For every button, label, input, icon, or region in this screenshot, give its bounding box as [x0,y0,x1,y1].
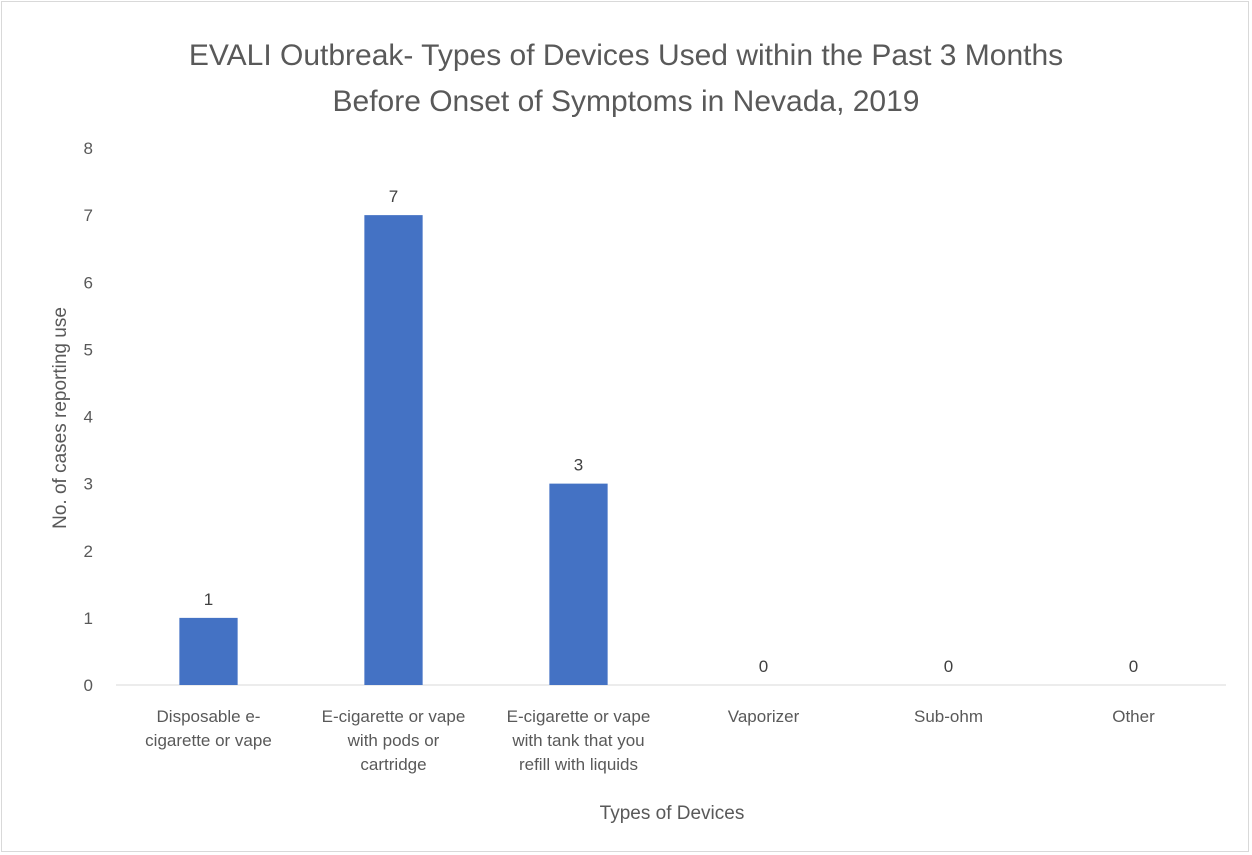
x-category-line: with pods or [347,731,440,750]
bar [179,617,238,685]
chart-title-line-2: Before Onset of Symptoms in Nevada, 2019 [333,85,920,118]
y-tick-label: 0 [84,676,93,695]
x-category-line: Disposable e- [157,707,261,726]
bar [549,483,608,685]
x-category-label: Vaporizer [728,707,800,726]
bar [364,215,423,685]
bars [179,215,608,685]
x-category-line: Sub-ohm [914,707,983,726]
x-category-label: Sub-ohm [914,707,983,726]
y-tick-label: 8 [84,139,93,158]
y-tick-label: 4 [84,408,93,427]
x-category-line: refill with liquids [519,755,638,774]
x-category-label: Other [1112,707,1155,726]
x-category-label: Disposable e-cigarette or vape [145,707,272,750]
data-labels: 1 7 3 0 0 0 [204,187,1138,676]
y-tick-label: 1 [84,609,93,628]
data-label: 0 [759,657,768,676]
y-tick-label: 5 [84,340,93,359]
x-category-line: E-cigarette or vape [507,707,651,726]
x-axis-categories: Disposable e-cigarette or vape E-cigarett… [145,707,1155,774]
y-tick-label: 7 [84,206,93,225]
y-axis-ticks: 0 1 2 3 4 5 6 7 8 [84,139,93,695]
y-tick-label: 6 [84,273,93,292]
x-category-label: E-cigarette or vape with tank that you ref… [507,707,651,774]
x-category-line: Vaporizer [728,707,800,726]
data-label: 3 [574,456,583,475]
x-category-line: with tank that you [511,731,644,750]
x-category-line: cartridge [360,755,426,774]
y-tick-label: 2 [84,542,93,561]
chart-title-line-1: EVALI Outbreak- Types of Devices Used wi… [189,39,1063,72]
data-label: 7 [389,187,398,206]
x-category-line: E-cigarette or vape [322,707,466,726]
y-axis-title: No. of cases reporting use [50,307,71,529]
data-label: 0 [944,657,953,676]
x-axis-title: Types of Devices [600,803,745,824]
data-label: 1 [204,590,213,609]
x-category-line: Other [1112,707,1155,726]
x-category-line: cigarette or vape [145,731,272,750]
data-label: 0 [1129,657,1138,676]
y-tick-label: 3 [84,475,93,494]
x-category-label: E-cigarette or vape with pods or cartridge [322,707,466,774]
